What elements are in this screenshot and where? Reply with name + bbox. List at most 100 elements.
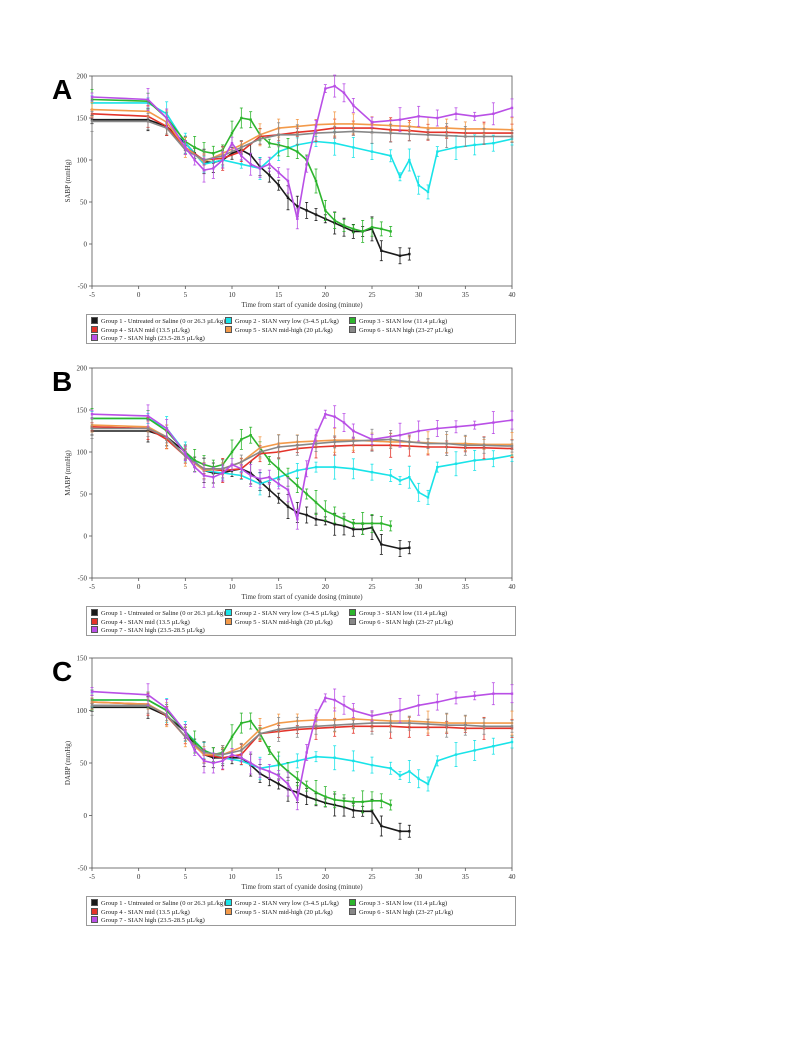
- legend-label: Group 4 - SIAN mid (13.5 µL/kg): [101, 908, 190, 916]
- data-point-group-3: [342, 794, 346, 808]
- data-point-group-7: [258, 758, 262, 778]
- data-point-group-1: [379, 815, 383, 837]
- x-tick-label: 0: [137, 291, 141, 299]
- y-tick-label: 100: [77, 449, 88, 457]
- data-point-group-1: [379, 533, 383, 555]
- x-tick-label: 40: [509, 583, 517, 591]
- data-point-group-7: [454, 420, 458, 434]
- panel-letter: B: [52, 366, 73, 397]
- data-point-group-7: [323, 84, 327, 94]
- legend-swatch: [349, 907, 356, 915]
- data-point-group-7: [221, 464, 225, 482]
- data-point-group-7: [286, 771, 290, 797]
- data-point-group-7: [370, 434, 374, 445]
- data-point-group-7: [230, 136, 234, 150]
- x-tick-label: 25: [369, 291, 377, 299]
- legend-swatch: [91, 609, 98, 616]
- x-tick-label: -5: [89, 583, 95, 591]
- legend-item: Group 7 - SIAN high (23.5-28.5 µL/kg): [91, 916, 205, 925]
- data-point-group-6: [389, 713, 393, 733]
- x-tick-label: 5: [184, 873, 188, 881]
- legend-item: Group 6 - SIAN high (23-27 µL/kg): [349, 907, 453, 917]
- legend-swatch: [91, 325, 98, 333]
- legend: Group 1 - Untreated or Saline (0 or 26.3…: [86, 314, 516, 344]
- data-point-group-2: [473, 450, 477, 471]
- data-point-group-3: [286, 138, 290, 157]
- legend-item: Group 4 - SIAN mid (13.5 µL/kg): [91, 907, 190, 917]
- x-tick-label: 20: [322, 873, 330, 881]
- data-point-group-2: [510, 735, 514, 749]
- data-point-group-2: [417, 175, 421, 195]
- data-point-group-7: [286, 168, 290, 194]
- data-point-group-7: [239, 753, 243, 763]
- data-point-group-7: [230, 748, 234, 761]
- data-point-group-6: [277, 717, 281, 742]
- data-point-group-3: [379, 221, 383, 237]
- data-point-group-7: [398, 107, 402, 133]
- x-axis-label: Time from start of cyanide dosing (minut…: [241, 593, 363, 601]
- x-axis-label: Time from start of cyanide dosing (minut…: [241, 883, 363, 891]
- legend-item: Group 7 - SIAN high (23.5-28.5 µL/kg): [91, 626, 205, 635]
- series-line-group-7: [91, 413, 513, 520]
- data-point-group-7: [417, 420, 421, 442]
- legend-label: Group 7 - SIAN high (23.5-28.5 µL/kg): [101, 627, 205, 634]
- x-tick-label: 30: [415, 583, 423, 591]
- data-point-group-1: [277, 179, 281, 191]
- y-axis-label: SABP (mmHg): [64, 159, 72, 203]
- data-point-group-7: [277, 167, 281, 178]
- data-point-group-7: [473, 111, 477, 121]
- legend-label: Group 6 - SIAN high (23-27 µL/kg): [359, 326, 454, 334]
- legend-swatch: [91, 899, 98, 906]
- data-point-group-2: [295, 463, 299, 478]
- data-point-group-3: [333, 506, 337, 524]
- x-tick-label: 0: [137, 583, 141, 591]
- data-point-group-6: [445, 123, 449, 149]
- x-tick-label: 25: [369, 583, 377, 591]
- series-line-group-6: [92, 120, 512, 161]
- x-tick-label: 5: [184, 291, 188, 299]
- data-point-group-2: [389, 761, 393, 775]
- data-point-group-7: [342, 695, 346, 715]
- x-tick-label: 20: [322, 291, 330, 299]
- legend-item: Group 5 - SIAN mid-high (20 µL/kg): [225, 325, 333, 335]
- legend-label: Group 3 - SIAN low (11.4 µL/kg): [359, 318, 448, 325]
- data-point-group-1: [398, 822, 402, 840]
- data-point-group-3: [389, 225, 393, 237]
- legend-label: Group 1 - Untreated or Saline (0 or 26.3…: [101, 610, 226, 617]
- data-point-group-7: [249, 464, 253, 487]
- data-point-group-7: [193, 461, 197, 473]
- y-tick-label: 200: [77, 365, 88, 373]
- data-point-group-2: [314, 461, 318, 473]
- legend-item: Group 4 - SIAN mid (13.5 µL/kg): [91, 325, 190, 335]
- data-point-group-2: [370, 143, 374, 160]
- data-point-group-7: [305, 460, 309, 478]
- data-point-group-6: [407, 715, 411, 731]
- legend-swatch: [225, 899, 232, 906]
- panel-letter: A: [52, 74, 73, 105]
- legend-swatch: [225, 609, 232, 616]
- data-point-group-3: [379, 515, 383, 531]
- data-point-group-3: [249, 111, 253, 129]
- x-tick-label: 40: [509, 291, 517, 299]
- data-point-group-6: [482, 436, 486, 454]
- legend-swatch: [91, 907, 98, 915]
- data-point-group-2: [370, 756, 374, 774]
- data-point-group-7: [351, 423, 355, 439]
- legend-swatch: [349, 609, 356, 616]
- data-point-group-7: [211, 752, 215, 774]
- legend: Group 1 - Untreated or Saline (0 or 26.3…: [86, 896, 516, 926]
- data-point-group-6: [258, 728, 262, 739]
- data-point-group-7: [239, 151, 243, 161]
- series-line-group-4: [91, 113, 512, 161]
- legend: Group 1 - Untreated or Saline (0 or 26.3…: [86, 606, 516, 636]
- data-point-group-1: [267, 482, 271, 498]
- legend-label: Group 2 - SIAN very low (3-4.5 µL/kg): [235, 610, 339, 617]
- data-point-group-7: [314, 428, 318, 442]
- legend-label: Group 6 - SIAN high (23-27 µL/kg): [359, 618, 454, 626]
- legend-item: Group 4 - SIAN mid (13.5 µL/kg): [91, 617, 190, 627]
- data-point-group-7: [230, 458, 234, 471]
- x-tick-label: -5: [89, 873, 95, 881]
- data-point-group-2: [333, 454, 337, 480]
- data-point-group-7: [510, 98, 514, 118]
